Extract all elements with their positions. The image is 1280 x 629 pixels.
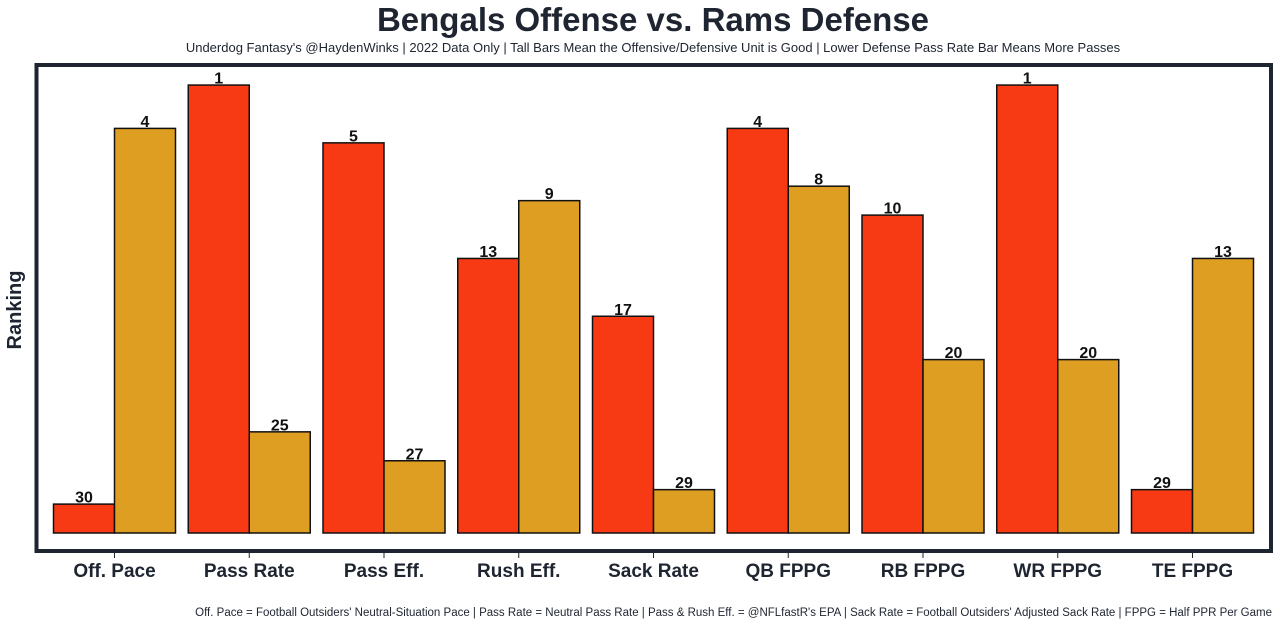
bar-value-label: 4 (141, 114, 150, 131)
bar-defense-rb-fppg (922, 358, 985, 534)
bar-value-label: 5 (349, 128, 358, 145)
bar-offense-wr-fppg (996, 84, 1059, 534)
bar-offense-rb-fppg (861, 214, 924, 534)
bar-value-label: 13 (479, 244, 497, 261)
bar-value-label: 8 (814, 172, 823, 189)
bar-value-label: 29 (1153, 475, 1171, 492)
bar-defense-rush-eff (518, 199, 581, 534)
bar-value-label: 17 (614, 302, 632, 319)
bar-defense-te-fppg (1191, 257, 1255, 534)
x-tick-label: Pass Eff. (344, 561, 424, 582)
chart-subtitle: Underdog Fantasy's @HaydenWinks | 2022 D… (185, 40, 1121, 55)
bars-layer (52, 84, 1255, 534)
x-tick-label: Pass Rate (204, 561, 295, 582)
bar-value-label: 1 (214, 71, 223, 88)
x-tick-label: QB FPPG (745, 561, 831, 582)
chart-footnote: Off. Pace = Football Outsiders' Neutral-… (195, 607, 1272, 619)
bar-value-label: 25 (271, 417, 289, 434)
bar-defense-qb-fppg (787, 185, 850, 534)
bar-offense-pass-rate (187, 84, 250, 534)
bar-defense-pass-eff (383, 460, 446, 534)
bar-value-label: 10 (884, 201, 902, 218)
x-tick-label: Rush Eff. (477, 561, 560, 582)
bar-defense-off-pace (113, 127, 177, 534)
x-axis-ticks: Off. Pace Pass Rate Pass Eff. Rush Eff. Sack… (73, 553, 1233, 582)
bar-offense-pass-eff (322, 142, 385, 534)
plot-frame (34, 63, 1273, 553)
bar-value-label: 30 (75, 490, 93, 507)
bar-value-label: 1 (1023, 71, 1032, 88)
x-tick-label: Sack Rate (608, 561, 699, 582)
bar-offense-off-pace (52, 503, 116, 534)
bar-value-label: 27 (406, 446, 424, 463)
bar-value-label: 4 (753, 114, 762, 131)
bar-value-label: 20 (945, 345, 963, 362)
x-tick-label: WR FPPG (1013, 561, 1102, 582)
bar-value-label: 20 (1079, 345, 1097, 362)
bar-defense-wr-fppg (1057, 358, 1120, 534)
bar-offense-rush-eff (457, 257, 520, 534)
bar-offense-qb-fppg (726, 127, 789, 534)
bar-defense-pass-rate (248, 431, 311, 534)
x-tick-label: Off. Pace (73, 561, 155, 582)
value-labels-layer: 30 4 1 25 5 27 13 9 17 29 4 8 10 20 1 20 29 13 (75, 71, 1232, 507)
bar-offense-te-fppg (1130, 488, 1194, 534)
chart-title: Bengals Offense vs. Rams Defense (376, 1, 930, 38)
x-tick-label: TE FPPG (1152, 561, 1233, 582)
bar-value-label: 13 (1214, 244, 1232, 261)
bar-offense-sack-rate (591, 315, 655, 534)
bar-value-label: 29 (675, 475, 693, 492)
bar-value-label: 9 (545, 186, 554, 203)
x-tick-label: RB FPPG (881, 561, 965, 582)
bar-defense-sack-rate (652, 488, 716, 534)
